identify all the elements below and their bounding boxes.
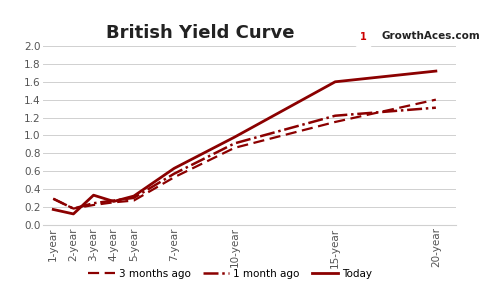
- Title: British Yield Curve: British Yield Curve: [106, 24, 294, 42]
- Circle shape: [353, 26, 374, 49]
- Text: GrowthAces.com: GrowthAces.com: [382, 31, 480, 41]
- Text: G: G: [340, 30, 351, 43]
- Text: 1: 1: [360, 32, 367, 42]
- Legend: 3 months ago, 1 month ago, Today: 3 months ago, 1 month ago, Today: [84, 264, 376, 283]
